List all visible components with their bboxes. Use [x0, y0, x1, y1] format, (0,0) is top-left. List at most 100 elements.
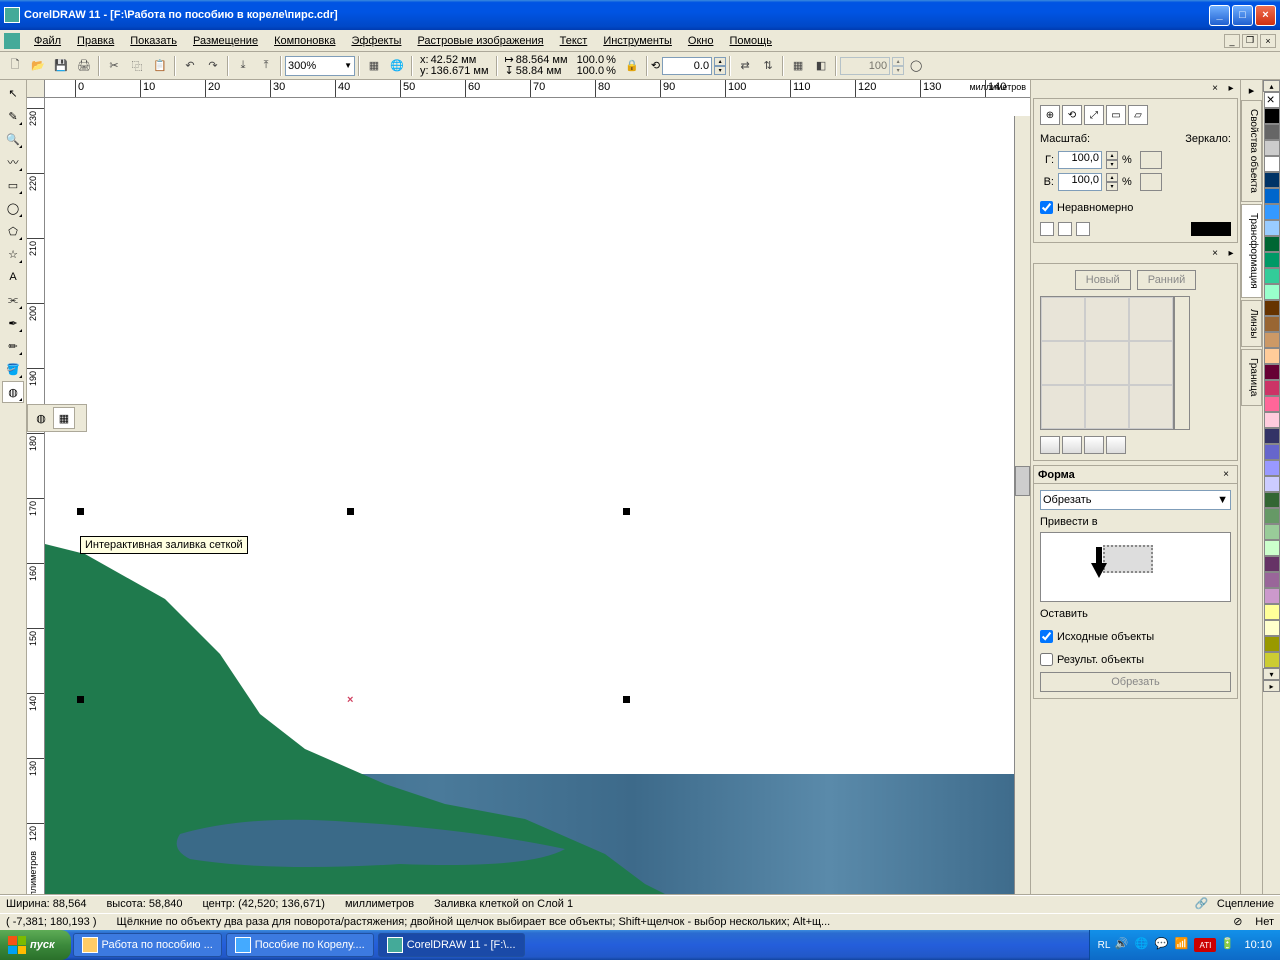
color-swatch[interactable] — [1264, 316, 1280, 332]
color-swatch[interactable] — [1264, 284, 1280, 300]
task-item-active[interactable]: CorelDRAW 11 - [F:\... — [378, 933, 525, 957]
ruler-origin[interactable] — [27, 80, 45, 98]
color-swatch[interactable] — [1264, 332, 1280, 348]
color-swatch[interactable] — [1264, 204, 1280, 220]
lens-new-button[interactable]: Новый — [1075, 270, 1131, 290]
color-swatch[interactable] — [1264, 220, 1280, 236]
color-swatch[interactable] — [1264, 108, 1280, 124]
no-fill-swatch[interactable] — [1264, 92, 1280, 108]
color-swatch[interactable] — [1264, 492, 1280, 508]
menu-window[interactable]: Окно — [680, 33, 722, 49]
rectangle-tool[interactable]: ▭ — [2, 174, 24, 196]
tray-icon[interactable]: 💬 — [1154, 937, 1170, 953]
ellipse-tool[interactable]: ◯ — [2, 197, 24, 219]
horizontal-ruler[interactable]: миллиметров 0102030405060708090100110120… — [45, 80, 1030, 98]
wrap-button[interactable]: ▦ — [787, 55, 809, 77]
mesh-fill-flyout[interactable]: ▦ — [53, 407, 75, 429]
redo-button[interactable]: ↷ — [202, 55, 224, 77]
color-swatch[interactable] — [1264, 588, 1280, 604]
color-swatch[interactable] — [1264, 620, 1280, 636]
menu-view[interactable]: Показать — [122, 33, 185, 49]
undo-button[interactable]: ↶ — [179, 55, 201, 77]
docker-tab-lens[interactable]: Линзы — [1241, 300, 1262, 347]
transform-size[interactable]: ▭ — [1106, 105, 1126, 125]
docker-collapse[interactable]: ▸ — [1224, 81, 1238, 95]
color-swatch[interactable] — [1264, 540, 1280, 556]
task-item[interactable]: Пособие по Корелу.... — [226, 933, 374, 957]
open-button[interactable]: 📂 — [27, 55, 49, 77]
selection-handle[interactable] — [77, 508, 84, 515]
menu-text[interactable]: Текст — [552, 33, 596, 49]
menu-bitmaps[interactable]: Растровые изображения — [409, 33, 551, 49]
color-swatch[interactable] — [1264, 444, 1280, 460]
task-item[interactable]: Работа по пособию ... — [73, 933, 222, 957]
tray-icon[interactable]: 🌐 — [1134, 937, 1150, 953]
color-swatch[interactable] — [1264, 236, 1280, 252]
color-swatch[interactable] — [1264, 556, 1280, 572]
palette-down[interactable]: ▾ — [1263, 668, 1280, 680]
cut-button[interactable]: ✂ — [103, 55, 125, 77]
lens-opt4[interactable] — [1106, 436, 1126, 454]
mirror-v-button[interactable] — [1140, 173, 1162, 191]
app-launcher-button[interactable]: ▦ — [363, 55, 385, 77]
menu-effects[interactable]: Эффекты — [343, 33, 409, 49]
keep-source-checkbox[interactable] — [1040, 630, 1053, 643]
blend-tool[interactable]: ⫘ — [2, 289, 24, 311]
docker-tab-boundary[interactable]: Граница — [1241, 349, 1262, 405]
selection-handle[interactable] — [77, 696, 84, 703]
keep-result-checkbox[interactable] — [1040, 653, 1053, 666]
color-swatch[interactable] — [1264, 364, 1280, 380]
color-swatch[interactable] — [1264, 572, 1280, 588]
vertical-ruler[interactable]: миллиметров 2302202102001901801701601501… — [27, 98, 45, 912]
lens-grid[interactable] — [1040, 296, 1174, 430]
color-swatch[interactable] — [1264, 476, 1280, 492]
interactive-fill-flyout[interactable]: ◍ — [30, 407, 52, 429]
tray-icon[interactable]: 📶 — [1174, 937, 1190, 953]
selection-handle[interactable] — [623, 508, 630, 515]
menu-file[interactable]: Файл — [26, 33, 69, 49]
transform-skew[interactable]: ▱ — [1128, 105, 1148, 125]
color-swatch[interactable] — [1264, 460, 1280, 476]
lens-opt3[interactable] — [1084, 436, 1104, 454]
outline-tool[interactable]: ✏ — [2, 335, 24, 357]
transform-position[interactable]: ⊕ — [1040, 105, 1060, 125]
scale-h-spinner[interactable]: ▴▾ — [1106, 151, 1118, 169]
scale-h-input[interactable]: 100,0 — [1058, 151, 1102, 169]
nonuniform-checkbox[interactable] — [1040, 201, 1053, 214]
selection-handle[interactable] — [623, 696, 630, 703]
selection-center[interactable]: × — [347, 694, 353, 706]
vertical-scrollbar[interactable] — [1014, 116, 1030, 894]
color-swatch[interactable] — [1264, 380, 1280, 396]
mirror-h-button[interactable] — [1140, 151, 1162, 169]
paste-button[interactable]: 📋 — [149, 55, 171, 77]
eyedropper-tool[interactable]: ✒ — [2, 312, 24, 334]
color-swatch[interactable] — [1264, 140, 1280, 156]
language-indicator[interactable]: RL — [1098, 940, 1111, 951]
color-swatch[interactable] — [1264, 508, 1280, 524]
text-tool[interactable]: A — [2, 266, 24, 288]
color-swatch[interactable] — [1264, 156, 1280, 172]
color-swatch[interactable] — [1264, 188, 1280, 204]
palette-flyout[interactable]: ▸ — [1263, 680, 1280, 692]
lens-prev-button[interactable]: Ранний — [1137, 270, 1197, 290]
lens-collapse[interactable]: ▸ — [1224, 246, 1238, 260]
convert-button[interactable]: ◯ — [905, 55, 927, 77]
shaping-op-select[interactable]: Обрезать▼ — [1040, 490, 1231, 510]
tray-icon[interactable]: 🔋 — [1220, 937, 1236, 953]
docker-tab-properties[interactable]: Свойства объекта — [1241, 100, 1262, 202]
zoom-tool[interactable]: 🔍 — [2, 128, 24, 150]
color-swatch[interactable] — [1264, 412, 1280, 428]
anchor-tc[interactable] — [1058, 222, 1072, 236]
anchor-tl[interactable] — [1040, 222, 1054, 236]
mdi-restore[interactable]: ❐ — [1242, 34, 1258, 48]
menu-layout[interactable]: Размещение — [185, 33, 266, 49]
clock[interactable]: 10:10 — [1244, 939, 1272, 951]
color-swatch[interactable] — [1264, 636, 1280, 652]
import-button[interactable]: ⤓ — [232, 55, 254, 77]
tray-icon[interactable]: 🔊 — [1114, 937, 1130, 953]
mirror-v-button[interactable]: ⇅ — [757, 55, 779, 77]
scale-v-input[interactable]: 100,0 — [1058, 173, 1102, 191]
transform-scale[interactable]: ⤢ — [1084, 105, 1104, 125]
corel-online-button[interactable]: 🌐 — [386, 55, 408, 77]
shaping-close[interactable]: × — [1219, 468, 1233, 482]
